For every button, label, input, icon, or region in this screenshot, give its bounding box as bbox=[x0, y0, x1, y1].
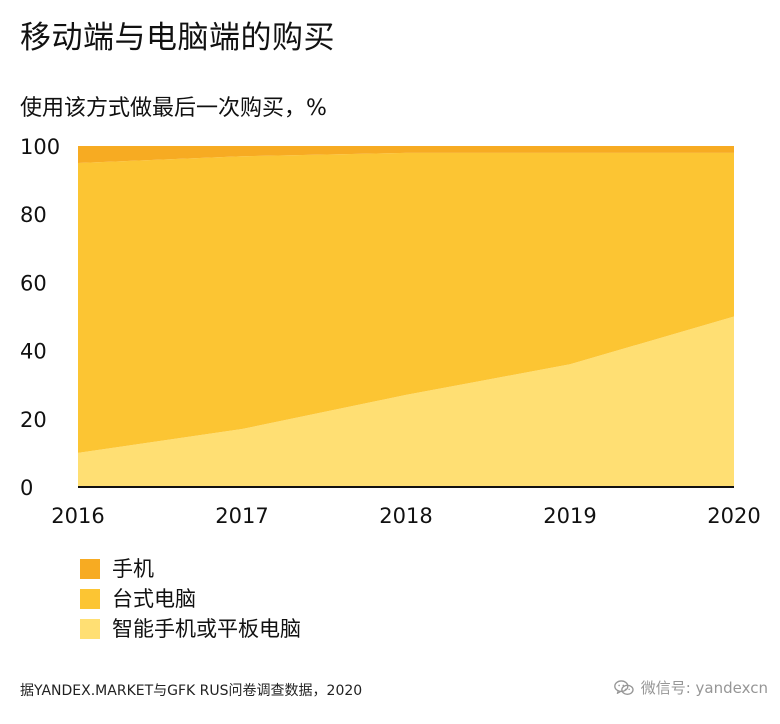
chart-svg: 0 20 40 60 80 100 2016 2017 2018 2019 2020 bbox=[20, 135, 761, 528]
legend-label-desktop: 台式电脑 bbox=[112, 587, 196, 611]
y-tick-label: 60 bbox=[20, 271, 47, 295]
watermark-text: 微信号: yandexcn bbox=[640, 679, 768, 697]
legend-item-smartphone-tablet: 智能手机或平板电脑 bbox=[80, 614, 500, 644]
legend-swatch-smartphone-tablet bbox=[80, 619, 100, 639]
x-tick-label: 2018 bbox=[379, 504, 432, 528]
legend-swatch-mobile-phone bbox=[80, 559, 100, 579]
wechat-watermark: 微信号: yandexcn bbox=[613, 676, 768, 700]
chart-legend: 手机 台式电脑 智能手机或平板电脑 bbox=[80, 554, 500, 644]
x-tick-label: 2016 bbox=[51, 504, 104, 528]
chart-title: 移动端与电脑端的购买 bbox=[20, 20, 335, 56]
source-note: 据YANDEX.MARKET与GFK RUS问卷调查数据，2020 bbox=[20, 683, 363, 699]
y-tick-label: 40 bbox=[20, 340, 47, 364]
chart-subtitle: 使用该方式做最后一次购买，% bbox=[20, 96, 327, 121]
legend-label-mobile-phone: 手机 bbox=[112, 557, 154, 581]
legend-item-mobile-phone: 手机 bbox=[80, 554, 500, 584]
y-tick-label: 100 bbox=[20, 135, 60, 159]
area-desktop bbox=[78, 152, 734, 453]
x-tick-label: 2017 bbox=[215, 504, 268, 528]
y-tick-label: 0 bbox=[20, 476, 33, 500]
legend-item-desktop: 台式电脑 bbox=[80, 584, 500, 614]
legend-label-smartphone-tablet: 智能手机或平板电脑 bbox=[112, 617, 301, 641]
stacked-area-chart: 0 20 40 60 80 100 2016 2017 2018 2019 2020 bbox=[0, 130, 780, 540]
area-mobile-phone bbox=[78, 146, 734, 164]
legend-swatch-desktop bbox=[80, 589, 100, 609]
wechat-icon bbox=[613, 680, 634, 695]
x-tick-label: 2019 bbox=[543, 504, 596, 528]
area-smartphone-tablet bbox=[78, 316, 734, 487]
y-tick-label: 20 bbox=[20, 408, 47, 432]
x-tick-label: 2020 bbox=[707, 504, 760, 528]
y-tick-label: 80 bbox=[20, 203, 47, 227]
